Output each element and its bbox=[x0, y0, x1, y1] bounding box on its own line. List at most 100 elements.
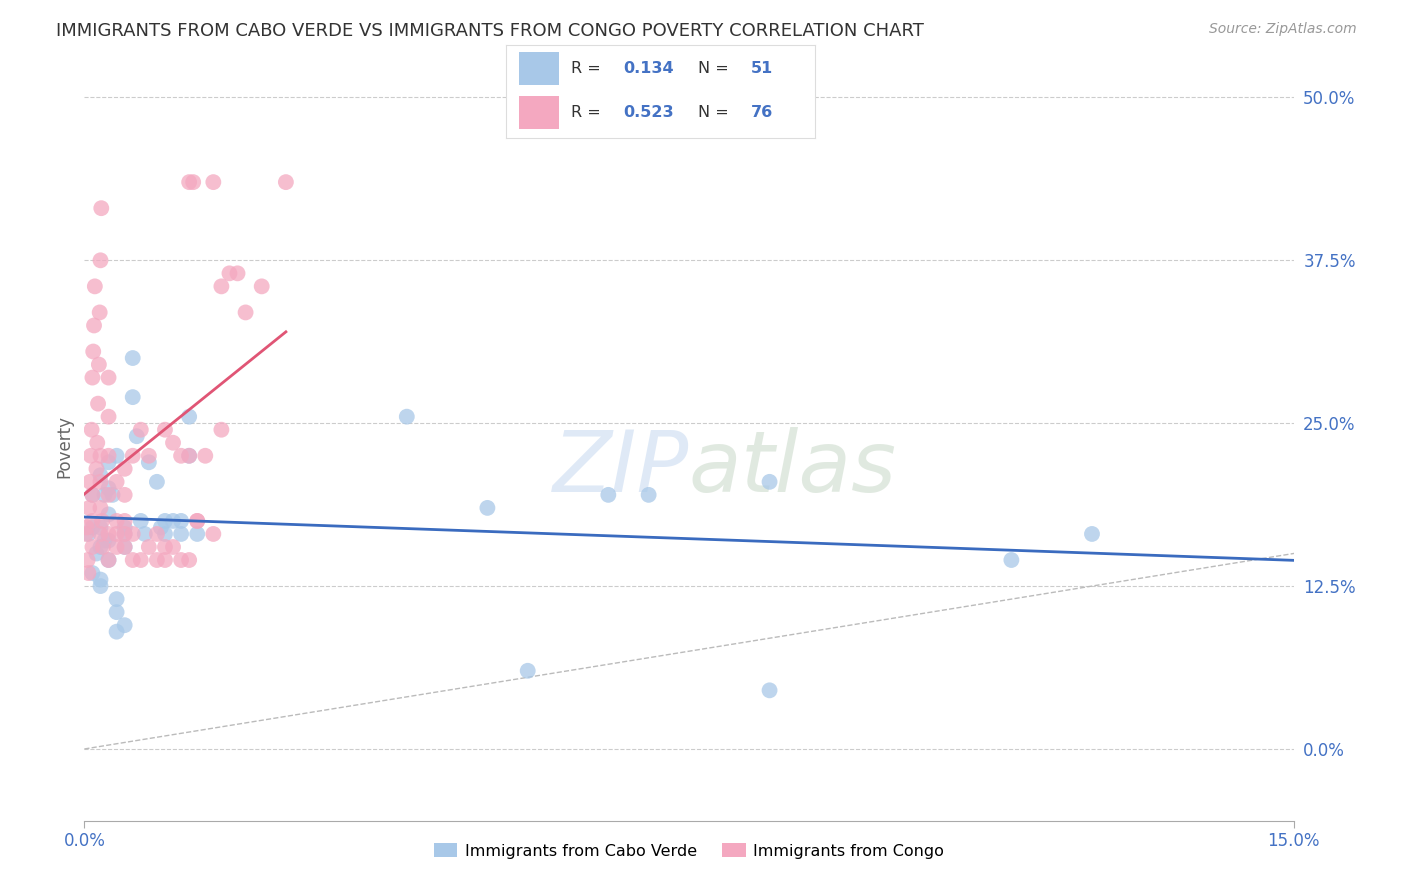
Text: atlas: atlas bbox=[689, 427, 897, 510]
Text: 0.134: 0.134 bbox=[624, 61, 675, 76]
Point bbox=[138, 540, 160, 554]
Text: 0.523: 0.523 bbox=[624, 105, 675, 120]
Point bbox=[82, 566, 104, 580]
Point bbox=[179, 175, 201, 189]
Point bbox=[179, 553, 201, 567]
Point bbox=[134, 527, 156, 541]
Point bbox=[121, 390, 143, 404]
Point bbox=[274, 175, 297, 189]
Point bbox=[121, 527, 143, 541]
Point bbox=[153, 514, 176, 528]
Point bbox=[395, 409, 418, 424]
Point bbox=[91, 514, 114, 528]
Point bbox=[129, 514, 152, 528]
Point bbox=[1081, 527, 1104, 541]
Point bbox=[83, 279, 105, 293]
Point bbox=[162, 435, 184, 450]
Point bbox=[89, 449, 111, 463]
Point bbox=[89, 468, 111, 483]
Point bbox=[89, 540, 111, 554]
Point bbox=[97, 553, 120, 567]
Point bbox=[226, 266, 249, 280]
Point bbox=[250, 279, 273, 293]
Point bbox=[146, 475, 169, 489]
Point bbox=[194, 449, 217, 463]
Point bbox=[89, 475, 111, 489]
Point bbox=[76, 553, 98, 567]
Point bbox=[105, 540, 128, 554]
Point bbox=[82, 370, 104, 384]
Point bbox=[202, 527, 225, 541]
Point bbox=[105, 527, 128, 541]
Point bbox=[121, 449, 143, 463]
Point bbox=[153, 423, 176, 437]
Point bbox=[97, 370, 120, 384]
Point bbox=[114, 462, 136, 476]
Point bbox=[121, 553, 143, 567]
Point bbox=[89, 500, 111, 515]
Point bbox=[129, 553, 152, 567]
Point bbox=[97, 455, 120, 469]
Point bbox=[114, 520, 136, 534]
Point bbox=[181, 175, 204, 189]
Point bbox=[153, 540, 176, 554]
Point bbox=[114, 527, 136, 541]
Point bbox=[1000, 553, 1022, 567]
Point bbox=[477, 500, 499, 515]
Point bbox=[516, 664, 538, 678]
Text: R =: R = bbox=[571, 61, 606, 76]
Point bbox=[146, 553, 169, 567]
Point bbox=[83, 318, 105, 333]
Text: IMMIGRANTS FROM CABO VERDE VS IMMIGRANTS FROM CONGO POVERTY CORRELATION CHART: IMMIGRANTS FROM CABO VERDE VS IMMIGRANTS… bbox=[56, 22, 924, 40]
Point bbox=[97, 533, 120, 548]
Point bbox=[125, 429, 148, 443]
Point bbox=[114, 618, 136, 632]
Point bbox=[114, 527, 136, 541]
Point bbox=[97, 409, 120, 424]
Text: N =: N = bbox=[697, 105, 734, 120]
Point bbox=[89, 579, 111, 593]
Point bbox=[86, 435, 108, 450]
Point bbox=[209, 423, 232, 437]
Point bbox=[77, 527, 100, 541]
Text: ZIP: ZIP bbox=[553, 427, 689, 510]
Point bbox=[87, 358, 110, 372]
Point bbox=[170, 449, 193, 463]
Point bbox=[202, 175, 225, 189]
Point bbox=[170, 553, 193, 567]
Point bbox=[87, 397, 110, 411]
Point bbox=[101, 488, 124, 502]
Point bbox=[138, 455, 160, 469]
Point bbox=[146, 527, 169, 541]
Point bbox=[186, 514, 208, 528]
Point bbox=[93, 488, 115, 502]
Point bbox=[114, 488, 136, 502]
Point bbox=[209, 279, 232, 293]
Point bbox=[218, 266, 240, 280]
Point bbox=[162, 514, 184, 528]
Point bbox=[75, 527, 97, 541]
Point bbox=[89, 520, 111, 534]
Point bbox=[179, 449, 201, 463]
Point bbox=[138, 449, 160, 463]
Point bbox=[114, 540, 136, 554]
Point bbox=[179, 449, 201, 463]
Text: 51: 51 bbox=[751, 61, 773, 76]
Point bbox=[186, 514, 208, 528]
Point bbox=[82, 514, 104, 528]
Point bbox=[97, 449, 120, 463]
Point bbox=[758, 683, 780, 698]
Point bbox=[105, 475, 128, 489]
Point bbox=[86, 462, 108, 476]
Point bbox=[77, 566, 100, 580]
Bar bbox=[519, 96, 558, 129]
Point bbox=[89, 305, 111, 319]
Point bbox=[97, 527, 120, 541]
Point bbox=[170, 514, 193, 528]
Point bbox=[82, 488, 104, 502]
Point bbox=[80, 423, 103, 437]
Point bbox=[89, 253, 111, 268]
Point bbox=[90, 201, 112, 215]
Point bbox=[129, 423, 152, 437]
Point bbox=[82, 540, 104, 554]
